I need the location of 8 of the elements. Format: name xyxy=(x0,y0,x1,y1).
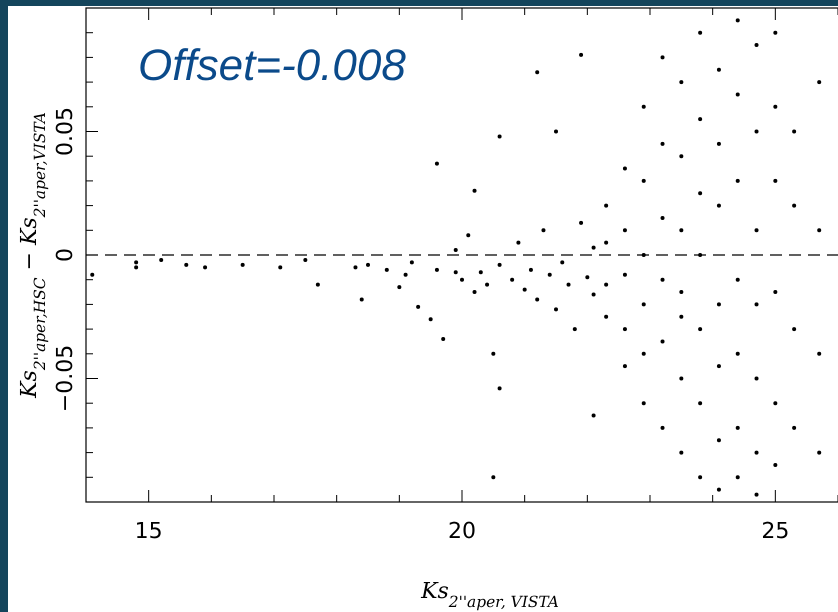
x-tick-label: 20 xyxy=(448,519,476,544)
x-tick-label: 15 xyxy=(134,519,163,544)
annotation: Offset=-0.008 xyxy=(138,41,406,90)
y-tick-label: 0 xyxy=(53,248,78,262)
x-axis-title: Ks$_{2''aper, VISTA}$ xyxy=(420,579,559,611)
x-tick-label: 25 xyxy=(761,519,790,544)
y-tick-label: 0.05 xyxy=(53,107,78,156)
y-tick-label: −0.05 xyxy=(53,344,78,412)
